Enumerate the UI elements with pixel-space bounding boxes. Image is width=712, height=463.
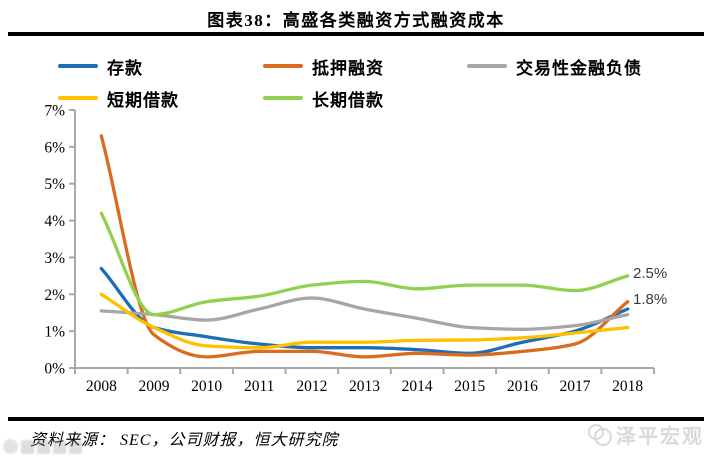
legend-item-short-term-borrowings: 短期借款 bbox=[58, 87, 263, 110]
svg-text:2017: 2017 bbox=[560, 378, 591, 395]
legend-item-deposits: 存款 bbox=[58, 55, 263, 78]
legend-swatch-short-term-borrowings bbox=[58, 96, 98, 100]
chart-title: 图表38：高盛各类融资方式融资成本 bbox=[207, 11, 505, 30]
svg-text:2012: 2012 bbox=[296, 378, 327, 395]
source-note: 资料来源： SEC，公司财报，恒大研究院 bbox=[30, 432, 339, 449]
brand-watermark: 泽平宏观 bbox=[587, 420, 704, 449]
legend-label-deposits: 存款 bbox=[107, 58, 143, 78]
svg-text:3%: 3% bbox=[44, 250, 65, 267]
legend-swatch-trading-liabilities bbox=[467, 64, 507, 68]
data-label-collateralized-end: 1.8% bbox=[633, 291, 668, 308]
svg-text:2011: 2011 bbox=[244, 378, 274, 395]
legend-swatch-deposits bbox=[58, 64, 98, 68]
svg-text:2009: 2009 bbox=[138, 378, 169, 395]
svg-text:2013: 2013 bbox=[349, 378, 380, 395]
svg-text:2%: 2% bbox=[44, 287, 65, 304]
svg-text:2014: 2014 bbox=[402, 378, 433, 395]
svg-text:2008: 2008 bbox=[86, 378, 117, 395]
svg-text:5%: 5% bbox=[44, 176, 65, 193]
svg-text:7%: 7% bbox=[44, 103, 65, 120]
legend-item-collateralized-financing: 抵押融资 bbox=[263, 55, 467, 78]
svg-text:6%: 6% bbox=[44, 139, 65, 156]
top-divider bbox=[8, 32, 704, 36]
chart-legend: 存款 抵押融资 交易性金融负债 短期借款 长期借款 bbox=[58, 55, 642, 110]
legend-label-long-term-borrowings: 长期借款 bbox=[312, 90, 384, 110]
svg-text:0%: 0% bbox=[44, 361, 65, 378]
legend-item-trading-liabilities: 交易性金融负债 bbox=[467, 55, 642, 78]
svg-text:1%: 1% bbox=[44, 324, 65, 341]
line-chart-canvas: 0% 1% 2% 3% 4% 5% 6% 7% 2008 2009 2010 2011 2012 2013… bbox=[44, 103, 655, 395]
bottom-divider bbox=[8, 417, 704, 421]
legend-label-collateralized-financing: 抵押融资 bbox=[312, 58, 384, 78]
legend-swatch-collateralized-financing bbox=[263, 64, 303, 68]
legend-label-short-term-borrowings: 短期借款 bbox=[107, 90, 179, 110]
legend-item-long-term-borrowings: 长期借款 bbox=[263, 87, 467, 110]
legend-swatch-long-term-borrowings bbox=[263, 96, 303, 100]
corner-watermark bbox=[3, 439, 82, 454]
svg-text:4%: 4% bbox=[44, 213, 65, 230]
svg-text:2016: 2016 bbox=[507, 378, 538, 395]
brand-logo-icon bbox=[587, 423, 613, 447]
brand-name: 泽平宏观 bbox=[616, 426, 704, 448]
svg-text:2010: 2010 bbox=[191, 378, 222, 395]
data-label-long-term-end: 2.5% bbox=[633, 265, 668, 282]
legend-label-trading-liabilities: 交易性金融负债 bbox=[516, 58, 642, 78]
svg-text:2018: 2018 bbox=[612, 378, 643, 395]
svg-text:2015: 2015 bbox=[454, 378, 485, 395]
